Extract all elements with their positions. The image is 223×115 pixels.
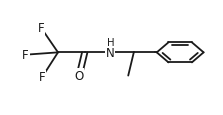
Text: F: F [38, 22, 45, 35]
Text: F: F [39, 71, 46, 83]
Text: F: F [22, 49, 29, 62]
Text: O: O [74, 69, 84, 82]
Text: N: N [106, 46, 115, 59]
Text: H: H [107, 38, 114, 48]
